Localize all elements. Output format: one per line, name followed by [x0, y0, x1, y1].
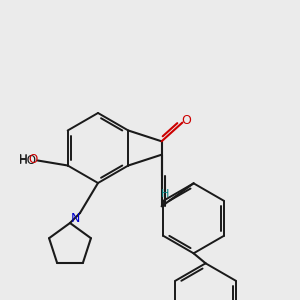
- Text: H: H: [160, 189, 169, 199]
- Text: H: H: [19, 153, 28, 166]
- Text: O: O: [182, 114, 191, 127]
- Text: O: O: [28, 153, 37, 166]
- Text: N: N: [70, 212, 80, 224]
- Text: HO: HO: [19, 154, 37, 167]
